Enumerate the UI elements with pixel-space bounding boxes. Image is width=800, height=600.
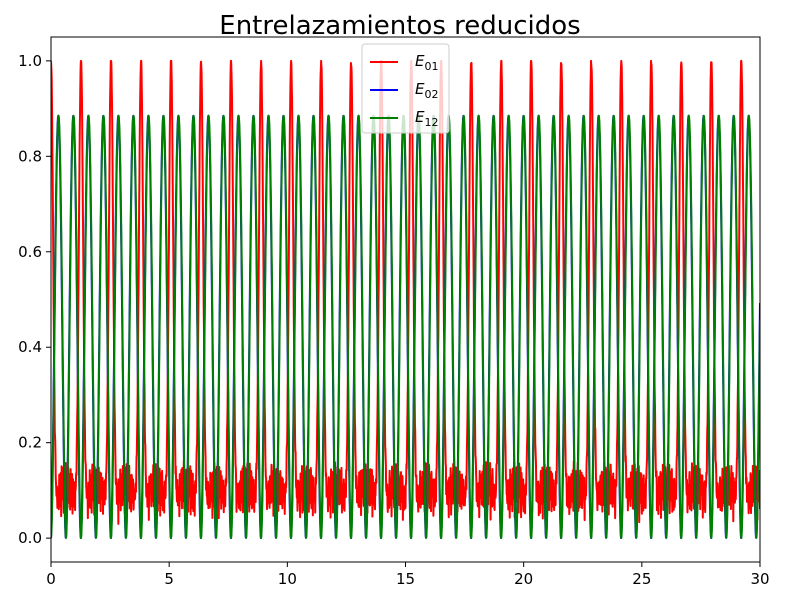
y-tick-label: 0.8 <box>18 147 42 165</box>
x-tick-label: 25 <box>632 570 651 588</box>
x-tick-label: 20 <box>514 570 533 588</box>
x-axis: 0 5 10 15 20 25 30 <box>46 562 770 588</box>
x-tick-label: 0 <box>46 570 56 588</box>
y-tick-label: 0.6 <box>18 243 42 261</box>
y-tick-label: 0.4 <box>18 338 42 356</box>
series-line-e01 <box>51 59 760 525</box>
y-axis: 0.0 0.2 0.4 0.6 0.8 1.0 <box>18 52 51 547</box>
legend-label-e02: E02 <box>415 80 438 101</box>
series-layer <box>51 59 760 540</box>
y-tick-label: 0.2 <box>18 434 42 452</box>
legend-label-e12: E12 <box>415 108 438 129</box>
legend: E01 E02 E12 <box>361 43 450 134</box>
x-tick-label: 15 <box>396 570 415 588</box>
x-tick-label: 5 <box>164 570 174 588</box>
chart-title: Entrelazamientos reducidos <box>219 11 580 41</box>
series-line-e12 <box>51 114 760 540</box>
y-tick-label: 0.0 <box>18 529 42 547</box>
y-tick-label: 1.0 <box>18 52 42 70</box>
x-tick-label: 10 <box>278 570 297 588</box>
x-tick-label: 30 <box>750 570 769 588</box>
legend-label-e01: E01 <box>415 52 438 73</box>
legend-box <box>361 43 450 134</box>
